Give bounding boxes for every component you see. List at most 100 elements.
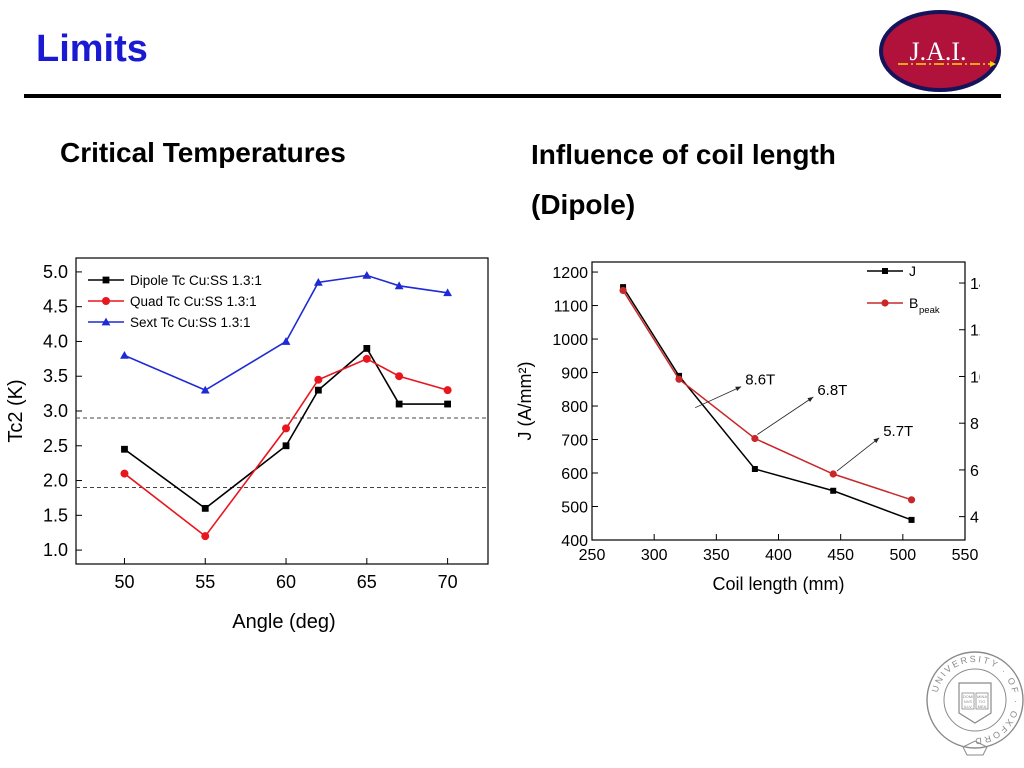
seal-book-word-2: NVS <box>964 699 973 704</box>
data-point <box>675 375 683 383</box>
heading-critical-temperatures: Critical Temperatures <box>60 137 346 168</box>
x-tick-label: 70 <box>438 572 458 592</box>
slide-title: Limits <box>36 28 148 70</box>
data-point <box>281 337 291 345</box>
x-tick-label: 400 <box>765 547 792 564</box>
data-point <box>444 400 452 408</box>
data-point <box>908 516 915 523</box>
data-point <box>443 386 452 395</box>
legend-label-b: B <box>909 295 918 311</box>
annotation-label: 6.8T <box>817 382 847 399</box>
y-tick-label: 4.0 <box>43 331 68 351</box>
x-tick-label: 250 <box>579 547 606 564</box>
legend-label-b-sub: peak <box>919 305 940 316</box>
x-tick-label: 550 <box>952 547 979 564</box>
y-tick-label: 2.0 <box>43 471 68 491</box>
data-point <box>362 354 371 363</box>
annotation-label: 5.7T <box>883 423 913 440</box>
x-tick-label: 350 <box>703 547 730 564</box>
y-tick-label: 1.0 <box>43 540 68 560</box>
y-tick-label: 1.5 <box>43 505 68 525</box>
legend-label: Quad Tc Cu:SS 1.3:1 <box>130 294 257 309</box>
annotation-label: 8.6T <box>745 372 775 389</box>
data-point <box>362 270 372 279</box>
data-point <box>314 375 323 384</box>
data-point <box>282 424 291 433</box>
jai-logo: J.A.I. <box>879 10 1001 92</box>
y-tick-label: 900 <box>561 366 588 383</box>
y-tick-label: 1000 <box>552 332 588 349</box>
annotation-arrow <box>695 386 742 409</box>
title-divider <box>24 94 1001 98</box>
legend-marker <box>102 297 110 305</box>
annotation-arrow <box>836 437 880 472</box>
data-point <box>619 286 627 295</box>
y-tick-label: 3.5 <box>43 366 68 386</box>
y-axis-label: Tc2 (K) <box>5 379 27 442</box>
data-point <box>363 345 371 352</box>
x-tick-label: 450 <box>827 547 854 564</box>
y-tick-label: 800 <box>561 399 588 416</box>
legend-marker <box>101 317 111 326</box>
y-tick-label: 1100 <box>554 299 589 316</box>
y-tick-label: 2.5 <box>43 436 68 456</box>
data-point <box>282 442 290 450</box>
annotation-arrow <box>757 396 814 435</box>
logo-text: J.A.I. <box>909 37 966 66</box>
y-axis-label: J (A/mm²) <box>515 362 535 441</box>
series-1 <box>121 345 452 512</box>
data-point <box>201 504 209 512</box>
y2-tick-label: 6 <box>970 463 979 480</box>
x-tick-label: 65 <box>357 572 377 592</box>
series-3 <box>120 270 453 394</box>
y2-tick-label: 10 <box>970 369 980 386</box>
y-tick-label: 600 <box>561 466 588 483</box>
heading-coil-length-line2: (Dipole) <box>531 189 636 220</box>
legend-marker <box>102 276 110 284</box>
data-point <box>201 532 210 541</box>
y2-tick-label: 12 <box>970 323 980 340</box>
data-point <box>395 372 404 381</box>
annotation-arrowhead <box>735 386 742 392</box>
y-tick-label: 400 <box>561 533 588 550</box>
legend-label-j: J <box>909 263 916 279</box>
data-point <box>751 434 759 443</box>
seal-text: UNIVERSITY · OF · OXFORD <box>930 654 1019 746</box>
data-point <box>394 281 404 290</box>
x-tick-label: 50 <box>114 572 134 592</box>
data-point <box>443 288 453 297</box>
heading-coil-length-line1: Influence of coil length <box>531 139 836 170</box>
annotation: 8.6T <box>695 372 775 409</box>
y-tick-label: 1200 <box>552 265 588 282</box>
data-point <box>314 386 322 394</box>
y2-tick-label: 14 <box>970 276 980 293</box>
series-j <box>620 284 915 523</box>
heading-coil-length: Influence of coil length (Dipole) <box>531 130 951 230</box>
critical-temperature-chart: 1.0 1.5 2.0 2.5 3.0 3.5 4.0 4.5 5.0 50 55 60 65 70 Ang… <box>5 257 489 633</box>
legend-label: Sext Tc Cu:SS 1.3:1 <box>130 315 251 330</box>
y-tick-label: 4.5 <box>43 297 68 317</box>
svg-text:UNIVERSITY · OF · OXFORD: UNIVERSITY · OF · OXFORD <box>930 654 1021 746</box>
data-point <box>830 487 837 494</box>
data-point <box>907 496 916 504</box>
series-line <box>622 290 912 501</box>
coil-length-chart: 400 500 600 700 800 900 1000 1100 1200 4 6 8 10 12 14 2… <box>515 261 980 594</box>
y-tick-label: 3.0 <box>43 401 68 421</box>
x-tick-label: 500 <box>889 547 916 564</box>
annotation-arrowhead <box>807 396 814 402</box>
seal-book-word-4: MINA <box>977 694 987 699</box>
data-point <box>200 385 210 394</box>
legend-label: Dipole Tc Cu:SS 1.3:1 <box>130 273 262 288</box>
y-tick-label: 700 <box>561 433 588 450</box>
data-point <box>751 465 758 472</box>
legend-marker <box>882 268 888 274</box>
legend-marker <box>881 299 889 307</box>
y-tick-label: 500 <box>561 500 588 517</box>
series-2 <box>120 354 452 541</box>
data-point <box>120 350 129 359</box>
data-point <box>121 445 128 453</box>
seal-book-word-1: DOMI <box>963 694 973 699</box>
seal-book-word-3: ILLV <box>964 704 972 709</box>
y2-tick-label: 8 <box>970 416 979 433</box>
x-tick-label: 300 <box>641 547 668 564</box>
